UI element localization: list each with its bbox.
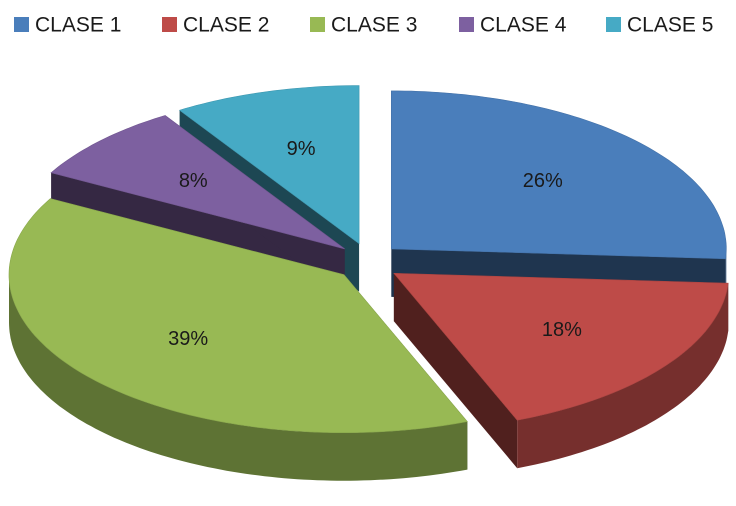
legend-swatch	[14, 17, 29, 32]
slice-top	[50, 115, 345, 250]
legend-label: CLASE 2	[183, 14, 269, 37]
data-label: 26%	[523, 170, 563, 192]
slice	[8, 198, 468, 481]
data-label: 8%	[179, 170, 208, 192]
slice-top	[393, 272, 729, 421]
legend-swatch	[606, 17, 621, 32]
slice-side	[517, 283, 729, 469]
slice-top	[390, 90, 727, 260]
legend-label: CLASE 1	[35, 14, 121, 37]
legend-swatch	[162, 17, 177, 32]
slice-top	[178, 85, 360, 245]
legend-label: CLASE 3	[331, 14, 417, 37]
legend-label: CLASE 5	[627, 14, 713, 37]
legend-label: CLASE 4	[480, 14, 567, 37]
data-label: 9%	[287, 138, 316, 160]
data-label: 18%	[542, 319, 582, 341]
data-label: 39%	[168, 328, 208, 350]
slice-top	[8, 198, 468, 434]
slice-side	[393, 273, 518, 469]
slice-side	[9, 274, 468, 481]
legend-swatch	[459, 17, 474, 32]
legend-swatch	[310, 17, 325, 32]
slice	[393, 272, 729, 469]
